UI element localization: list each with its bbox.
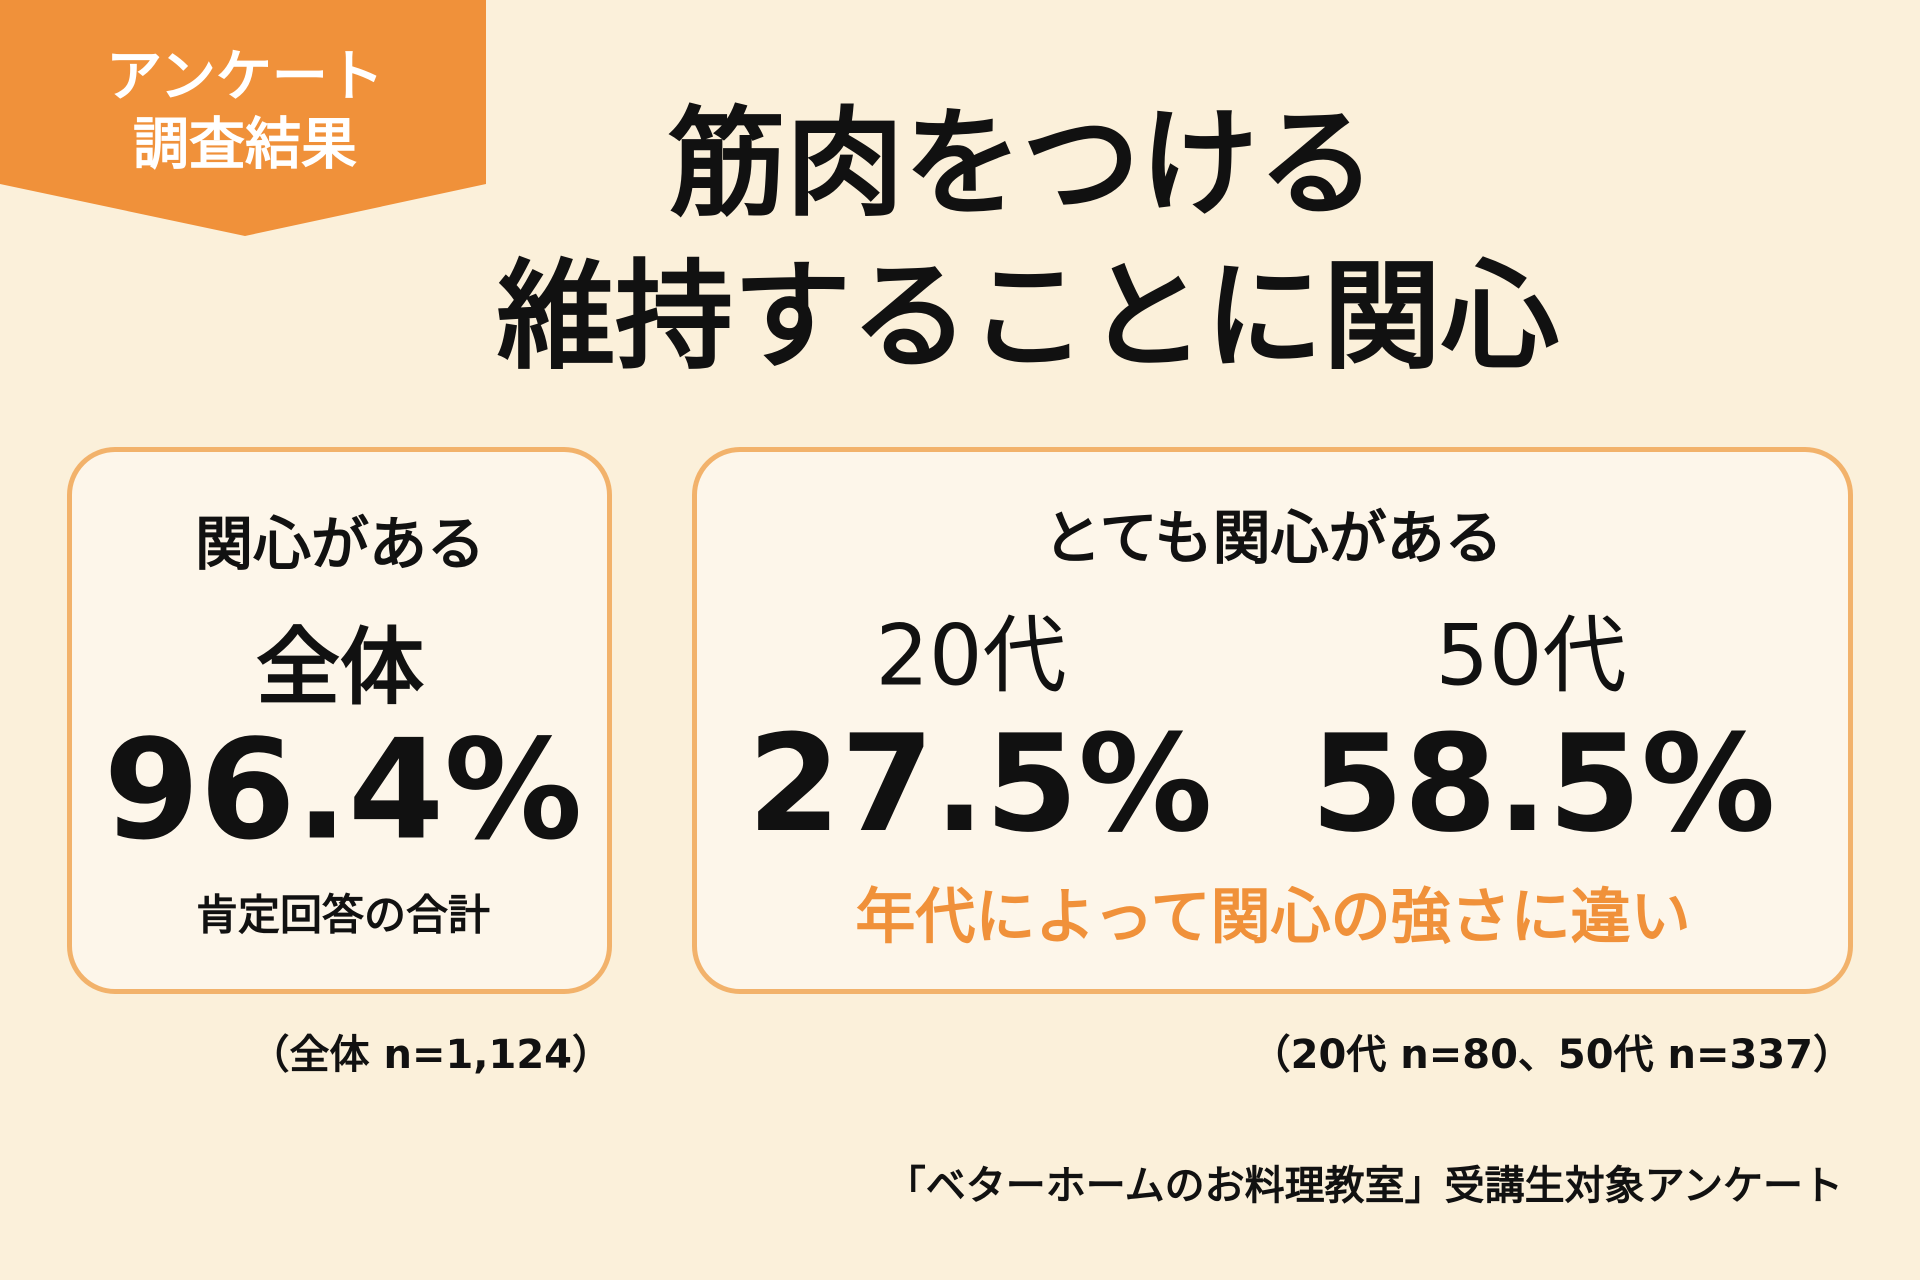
badge-shape — [0, 0, 486, 236]
badge-text: アンケート — [106, 44, 384, 110]
group-label: 50代 — [1435, 606, 1627, 705]
source: 「ベターホームのお料理教室」受講生対象アンケート — [885, 1163, 1843, 1209]
group-value: 58.5% — [1310, 706, 1776, 862]
badge-text: 調査結果 — [133, 112, 357, 178]
panel — [67, 447, 612, 994]
sample-note: （20代 n=80、50代 n=337） — [1250, 1032, 1853, 1078]
group-value: 27.5% — [747, 706, 1213, 862]
caption: 肯定回答の合計 — [195, 890, 491, 940]
group-value: 96.4% — [103, 709, 583, 871]
sample-note: （全体 n=1,124） — [249, 1032, 612, 1078]
panel — [692, 447, 1853, 994]
panel-heading: とても関心がある — [1043, 504, 1503, 572]
panel-heading: 関心がある — [194, 510, 486, 578]
title: 筋肉をつける — [667, 94, 1377, 233]
group-label: 全体 — [255, 618, 425, 717]
group-label: 20代 — [875, 606, 1067, 705]
caption: 年代によって関心の強さに違い — [855, 882, 1691, 953]
title: 維持することに関心 — [496, 247, 1560, 386]
